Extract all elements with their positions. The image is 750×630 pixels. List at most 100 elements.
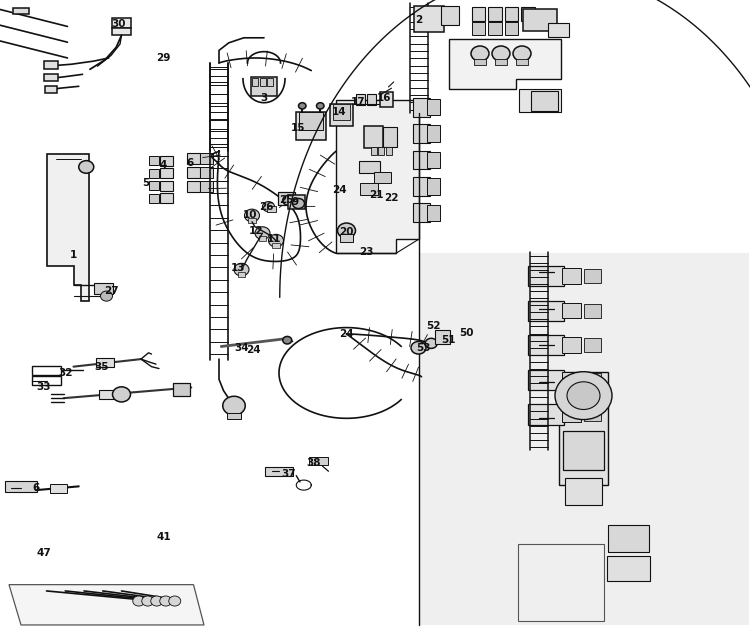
Bar bbox=[251, 77, 277, 96]
Bar bbox=[148, 194, 159, 203]
Text: 34: 34 bbox=[234, 343, 249, 353]
Bar bbox=[528, 335, 564, 355]
Text: 35: 35 bbox=[94, 362, 109, 372]
Bar bbox=[94, 283, 112, 294]
Circle shape bbox=[142, 596, 154, 606]
Bar bbox=[360, 183, 378, 195]
Text: 6: 6 bbox=[32, 483, 40, 493]
Bar bbox=[112, 18, 130, 28]
Circle shape bbox=[411, 341, 426, 354]
Bar bbox=[559, 372, 608, 485]
Bar bbox=[148, 169, 159, 178]
Bar bbox=[50, 484, 67, 493]
Bar bbox=[272, 243, 280, 248]
Polygon shape bbox=[9, 585, 204, 625]
Bar bbox=[267, 78, 273, 86]
Text: 32: 32 bbox=[58, 368, 74, 378]
Text: 9: 9 bbox=[291, 197, 298, 207]
Bar bbox=[413, 203, 430, 222]
Bar bbox=[45, 86, 57, 93]
Bar bbox=[267, 206, 276, 212]
Bar bbox=[259, 236, 266, 241]
Text: 3: 3 bbox=[260, 93, 268, 103]
Polygon shape bbox=[519, 89, 561, 112]
Bar bbox=[148, 181, 159, 190]
Bar bbox=[608, 525, 649, 552]
Bar bbox=[374, 172, 391, 183]
Bar bbox=[200, 153, 213, 164]
Bar bbox=[413, 124, 430, 143]
Bar bbox=[528, 404, 564, 425]
Bar bbox=[565, 478, 602, 505]
Circle shape bbox=[292, 198, 304, 209]
Text: 17: 17 bbox=[350, 97, 365, 107]
Text: 11: 11 bbox=[267, 234, 282, 244]
Bar bbox=[488, 22, 502, 35]
Bar bbox=[584, 373, 601, 387]
Bar bbox=[528, 301, 564, 321]
Text: 24: 24 bbox=[332, 185, 346, 195]
Circle shape bbox=[133, 596, 145, 606]
Text: 2: 2 bbox=[415, 15, 422, 25]
Text: 20: 20 bbox=[339, 227, 354, 237]
Text: 15: 15 bbox=[291, 123, 306, 133]
Bar bbox=[524, 9, 556, 31]
Text: 33: 33 bbox=[36, 382, 51, 392]
Bar bbox=[562, 431, 604, 470]
Text: 30: 30 bbox=[111, 19, 126, 29]
Text: 23: 23 bbox=[358, 247, 374, 257]
Bar bbox=[99, 390, 123, 399]
Bar bbox=[160, 156, 173, 166]
Bar bbox=[370, 147, 376, 155]
Bar bbox=[32, 366, 61, 375]
Text: 10: 10 bbox=[242, 210, 257, 220]
Bar bbox=[413, 177, 430, 196]
Bar bbox=[427, 125, 440, 142]
Bar bbox=[356, 94, 364, 105]
Bar bbox=[265, 467, 293, 476]
Circle shape bbox=[151, 596, 163, 606]
Bar bbox=[427, 205, 440, 221]
Text: 1: 1 bbox=[70, 250, 77, 260]
Circle shape bbox=[223, 396, 245, 415]
Bar bbox=[200, 181, 213, 192]
Circle shape bbox=[555, 372, 612, 420]
Bar bbox=[435, 330, 450, 344]
Text: 24: 24 bbox=[339, 329, 354, 339]
Circle shape bbox=[100, 291, 112, 301]
Bar bbox=[562, 407, 580, 422]
Circle shape bbox=[268, 234, 284, 247]
Bar bbox=[472, 22, 485, 35]
Bar bbox=[160, 193, 173, 203]
Text: 51: 51 bbox=[441, 335, 456, 345]
Text: 47: 47 bbox=[36, 548, 51, 558]
Bar bbox=[427, 178, 440, 195]
Bar bbox=[227, 413, 241, 419]
Bar bbox=[383, 127, 397, 147]
Text: 24: 24 bbox=[246, 345, 261, 355]
Bar bbox=[296, 112, 326, 140]
Text: 38: 38 bbox=[306, 458, 321, 468]
Bar bbox=[187, 181, 200, 192]
Bar bbox=[495, 59, 507, 65]
Circle shape bbox=[338, 223, 356, 238]
Text: 21: 21 bbox=[369, 190, 384, 200]
Text: 6: 6 bbox=[186, 158, 194, 168]
Bar bbox=[364, 126, 382, 148]
Bar bbox=[414, 6, 444, 32]
Bar bbox=[44, 74, 58, 81]
Bar bbox=[518, 544, 605, 621]
Circle shape bbox=[169, 596, 181, 606]
Circle shape bbox=[316, 103, 324, 109]
Bar bbox=[13, 8, 29, 14]
Text: 16: 16 bbox=[376, 93, 392, 103]
Bar bbox=[238, 272, 245, 277]
Bar bbox=[248, 218, 256, 223]
Bar bbox=[378, 147, 384, 155]
Bar bbox=[531, 91, 557, 111]
Text: 50: 50 bbox=[459, 328, 474, 338]
Bar bbox=[441, 6, 459, 25]
Bar bbox=[44, 61, 58, 69]
Bar bbox=[299, 112, 323, 130]
Bar bbox=[112, 28, 130, 35]
